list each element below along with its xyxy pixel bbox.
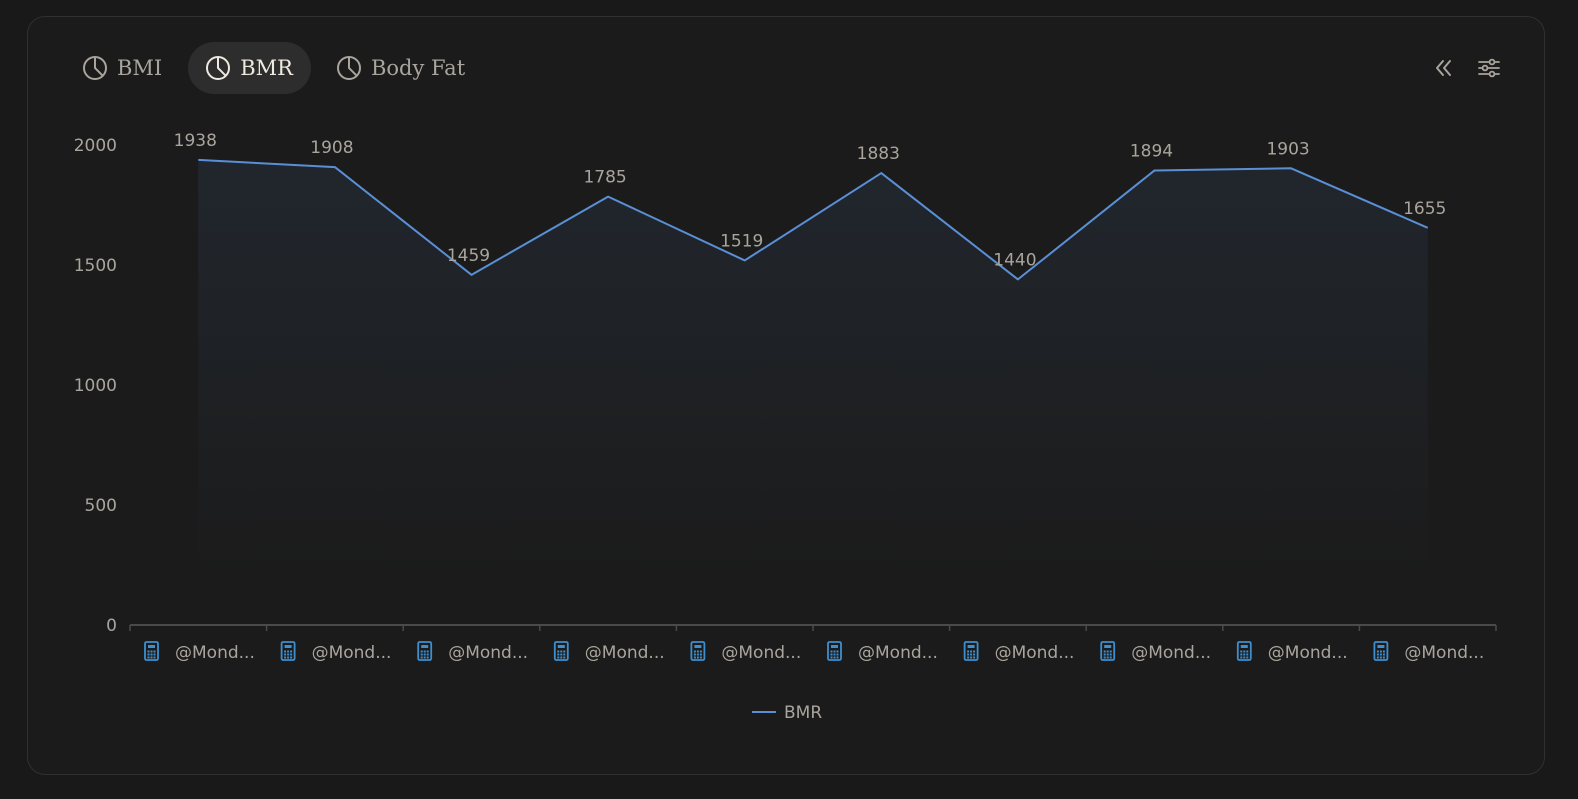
double-chevron-left-icon[interactable] <box>1430 55 1456 81</box>
pie-chart-icon <box>336 56 361 80</box>
calculator-icon <box>553 641 569 661</box>
sliders-icon[interactable] <box>1476 55 1502 81</box>
calculator-icon <box>280 641 296 661</box>
tab-bmr[interactable]: BMR <box>188 42 311 94</box>
calculator-icon <box>1100 641 1116 661</box>
x-category-label: @Mond... <box>312 643 392 663</box>
tab-bmi[interactable]: BMI <box>65 42 180 94</box>
data-label: 1519 <box>720 231 763 251</box>
data-label: 1883 <box>857 144 900 164</box>
y-tick-label: 1000 <box>74 376 117 396</box>
data-label: 1459 <box>447 246 490 266</box>
calculator-icon <box>827 641 842 661</box>
data-label: 1655 <box>1403 199 1446 219</box>
y-tick-label: 0 <box>106 616 117 636</box>
x-category-label: @Mond... <box>585 643 665 663</box>
bmr-area-fill <box>198 159 1428 575</box>
data-label: 1440 <box>993 250 1036 270</box>
bmr-series-line <box>198 158 1429 281</box>
x-category-label: @Mond... <box>1404 643 1484 663</box>
calculator-icon <box>417 641 433 661</box>
y-tick-label: 1500 <box>74 256 117 276</box>
y-tick-label: 500 <box>85 496 117 516</box>
x-category-label: @Mond... <box>995 643 1075 663</box>
calculator-icon <box>144 641 159 661</box>
data-label: 1903 <box>1266 139 1309 159</box>
data-label: 1785 <box>583 168 626 188</box>
calculator-icon <box>1373 641 1389 661</box>
y-tick-label: 2000 <box>74 136 117 156</box>
x-category-label: @Mond... <box>175 643 255 663</box>
data-label: 1894 <box>1130 141 1173 161</box>
data-label: 1938 <box>174 131 217 151</box>
tab-label: BMI <box>117 56 163 80</box>
data-label: 1908 <box>310 138 353 158</box>
x-category-label: @Mond... <box>721 643 801 663</box>
x-category-label: @Mond... <box>1131 643 1211 663</box>
tab-body-fat[interactable]: Body Fat <box>319 42 483 94</box>
tab-label: BMR <box>240 56 293 80</box>
tab-label: Body Fat <box>370 56 466 80</box>
x-category-label: @Mond... <box>858 643 938 663</box>
x-category-label: @Mond... <box>448 643 528 663</box>
pie-chart-icon <box>83 56 107 80</box>
x-category-label: @Mond... <box>1268 643 1348 663</box>
calculator-icon <box>690 641 706 661</box>
calculator-icon <box>1236 641 1252 661</box>
calculator-icon <box>963 641 979 661</box>
legend-label: BMR <box>784 703 822 723</box>
chart-tabs: BMI BMR Body Fat <box>65 42 483 94</box>
pie-chart-icon <box>206 56 231 80</box>
